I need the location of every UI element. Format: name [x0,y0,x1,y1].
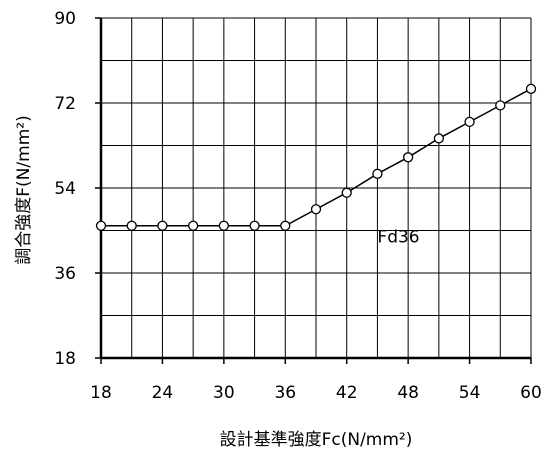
x-tick-label: 18 [90,383,112,403]
grid [101,18,531,358]
data-point [464,116,475,128]
data-point [495,100,506,111]
data-point [310,204,322,215]
series-annotation: Fd36 [377,227,419,247]
data-point [525,83,537,94]
data-point [433,133,445,144]
x-tick-label: 30 [213,383,235,403]
data-point [157,220,168,231]
data-point [249,220,260,231]
x-tick-label: 54 [459,383,481,403]
data-point [341,187,352,198]
y-tick-label: 54 [54,179,76,199]
annotations: Fd36 [377,227,419,247]
x-tick-label: 48 [397,383,419,403]
x-tick-label: 42 [336,383,358,403]
data-point [280,220,291,231]
x-tick-label: 60 [520,383,542,403]
y-tick-label: 18 [54,349,76,369]
axes [95,17,532,364]
data-point [402,152,414,163]
data-point [187,220,199,231]
x-tick-label: 36 [274,383,296,403]
data-point [126,220,137,231]
tick-labels: 18 24 30 36 42 48 54 60 18 36 54 72 90 [54,9,541,403]
data-point [218,220,230,231]
y-axis-title: 調合強度F(N/mm²) [14,115,34,264]
data-point [372,168,383,179]
series [95,83,537,231]
x-tick-label: 24 [152,383,174,403]
x-axis-title: 設計基準強度Fc(N/mm²) [220,430,413,450]
y-tick-label: 36 [54,264,76,284]
y-tick-label: 72 [54,94,76,114]
data-point [95,220,107,231]
y-tick-label: 90 [54,9,76,29]
